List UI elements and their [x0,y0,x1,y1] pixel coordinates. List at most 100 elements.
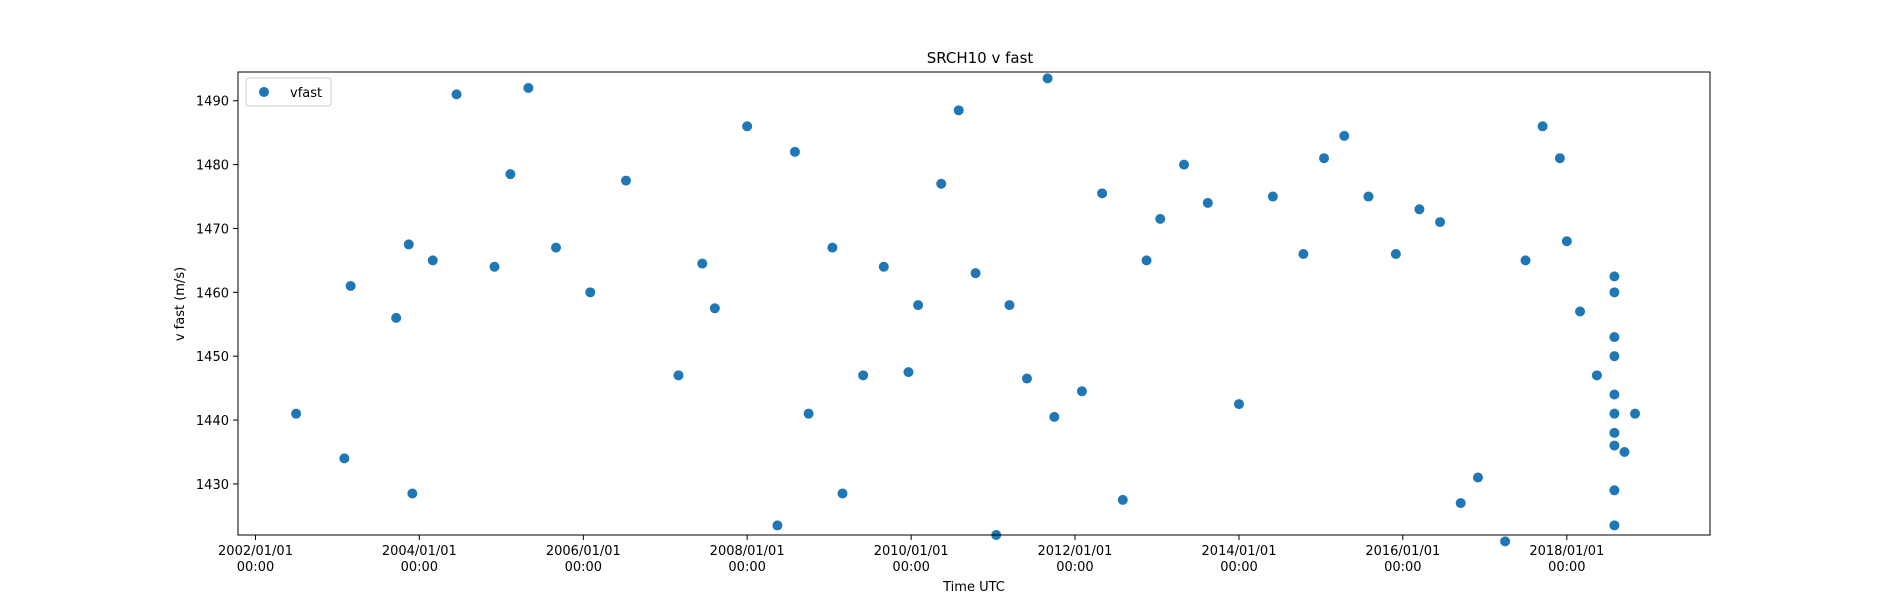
legend: vfast [245,77,332,107]
data-point [391,312,402,323]
x-tick-label: 2006/01/01 [546,544,621,559]
data-point [427,255,438,266]
x-tick-label: 2012/01/01 [1038,544,1113,559]
data-point [585,287,596,298]
legend-label: vfast [290,86,322,101]
data-point [878,261,889,272]
x-tick-label: 2016/01/01 [1365,544,1440,559]
x-tick-label-time: 00:00 [565,560,602,575]
data-point [1435,217,1446,228]
x-tick-label: 2008/01/01 [710,544,785,559]
data-point [1319,153,1330,164]
data-point [673,370,684,381]
data-point [697,258,708,269]
data-point [1363,191,1374,202]
plot-area [238,72,1710,535]
data-point [1609,332,1620,343]
data-point [1141,255,1152,266]
data-point [1609,520,1620,531]
x-tick-label-time: 00:00 [1548,560,1585,575]
data-point [339,453,350,464]
data-point [1561,236,1572,247]
data-point [451,89,462,100]
data-point [1097,188,1108,199]
data-point [1414,204,1425,215]
data-point [709,303,720,314]
data-point [1609,351,1620,362]
data-point [772,520,783,531]
data-point [1004,300,1015,311]
data-point [1234,399,1245,410]
data-point [1042,73,1053,84]
data-point [1049,411,1060,422]
chart-title: SRCH10 v fast [927,49,1034,67]
legend-marker [259,87,269,97]
y-tick-label: 1470 [196,222,229,237]
data-point [403,239,414,250]
data-point [953,105,964,116]
data-point [1609,485,1620,496]
data-point [1155,213,1166,224]
x-tick-label-time: 00:00 [237,560,274,575]
data-point [1619,446,1630,457]
data-point [742,121,753,132]
x-tick-label: 2014/01/01 [1202,544,1277,559]
data-point [1390,249,1401,260]
data-point [1609,389,1620,400]
data-point [407,488,418,499]
x-tick-label-time: 00:00 [728,560,765,575]
x-tick-label: 2010/01/01 [874,544,949,559]
data-point [1455,498,1466,509]
data-point [858,370,869,381]
x-tick-label-time: 00:00 [892,560,929,575]
data-point [345,280,356,291]
data-point [1591,370,1602,381]
data-point [1202,197,1213,208]
data-point [1609,427,1620,438]
y-tick-label: 1490 [196,95,229,110]
data-point [1520,255,1531,266]
data-point [1575,306,1586,317]
x-axis-ticks: 2002/01/0100:002004/01/0100:002006/01/01… [218,535,1604,575]
data-point [1117,494,1128,505]
y-tick-label: 1450 [196,350,229,365]
data-point [1339,130,1350,141]
data-point [550,242,561,253]
data-point [489,261,500,272]
data-point [1298,249,1309,260]
data-point [291,408,302,419]
y-tick-label: 1480 [196,159,229,174]
data-point [1179,159,1190,170]
y-axis-ticks: 1430 1440 1450 1460 1470 1480 1490 [196,95,238,493]
x-tick-label: 2002/01/01 [218,544,293,559]
x-tick-label-time: 00:00 [1056,560,1093,575]
data-point [1500,536,1511,547]
data-point [803,408,814,419]
data-point [1472,472,1483,483]
data-point [505,169,516,180]
data-point [913,300,924,311]
y-tick-label: 1430 [196,478,229,493]
data-point [1630,408,1641,419]
x-tick-label-time: 00:00 [1384,560,1421,575]
data-point [827,242,838,253]
x-tick-label: 2018/01/01 [1529,544,1604,559]
data-point [1537,121,1548,132]
y-axis-label: v fast (m/s) [173,267,188,341]
x-axis-label: Time UTC [942,580,1005,595]
data-point [1609,440,1620,451]
legend-box [245,77,332,107]
data-point [970,268,981,279]
data-point [789,146,800,157]
data-point [1609,271,1620,282]
y-tick-label: 1440 [196,414,229,429]
data-point [1076,386,1087,397]
x-tick-label-time: 00:00 [1220,560,1257,575]
data-point [620,175,631,186]
data-point [936,178,947,189]
data-point [1267,191,1278,202]
series-vfast-points [291,73,1641,547]
data-point [1021,373,1032,384]
data-point [1609,287,1620,298]
